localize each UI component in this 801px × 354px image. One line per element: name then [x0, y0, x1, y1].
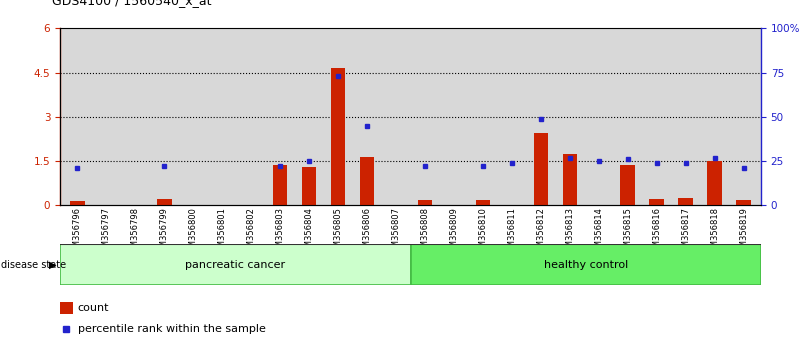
Text: count: count [78, 303, 109, 313]
Bar [707, 161, 722, 205]
Bar [418, 200, 433, 205]
Bar [273, 166, 288, 205]
Bar [533, 133, 548, 205]
Text: healthy control: healthy control [544, 259, 628, 270]
Bar [678, 198, 693, 205]
Bar [360, 156, 374, 205]
Bar [302, 167, 316, 205]
Text: pancreatic cancer: pancreatic cancer [185, 259, 285, 270]
Bar [562, 154, 577, 205]
Bar [736, 200, 751, 205]
Bar [60, 244, 410, 285]
Bar [410, 244, 761, 285]
Bar [331, 68, 345, 205]
Bar [621, 166, 635, 205]
Bar [476, 200, 490, 205]
Text: percentile rank within the sample: percentile rank within the sample [78, 324, 266, 334]
Bar [650, 199, 664, 205]
Bar [70, 201, 85, 205]
Bar [60, 302, 73, 314]
Bar [157, 199, 171, 205]
Text: ▶: ▶ [49, 259, 56, 270]
Text: disease state: disease state [1, 259, 66, 270]
Text: GDS4100 / 1560540_x_at: GDS4100 / 1560540_x_at [52, 0, 211, 7]
